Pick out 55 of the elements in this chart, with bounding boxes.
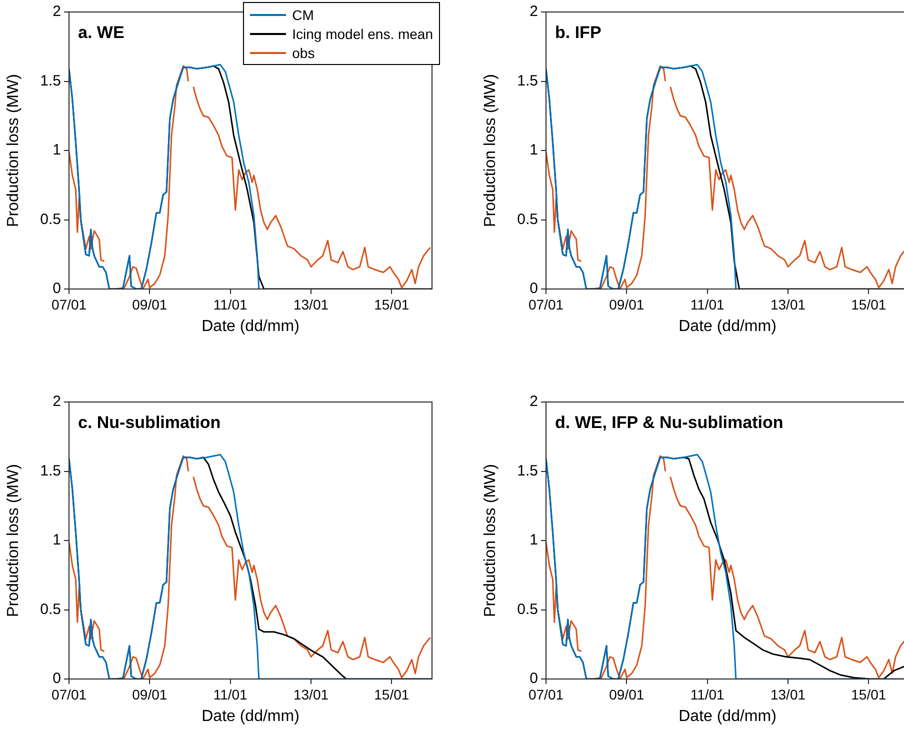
text: b. IFP — [555, 23, 602, 42]
y-axis-title: Production loss (MW) — [482, 464, 500, 617]
x-tick-label: 07/01 — [51, 296, 87, 312]
y-tick-label: 0.5 — [40, 600, 61, 618]
y-tick-label: 0.5 — [517, 210, 538, 228]
x-tick-label: 11/01 — [690, 296, 725, 312]
y-axis-title: Production loss (MW) — [482, 74, 500, 227]
y-tick-label: 2 — [52, 393, 61, 410]
text: d. WE, IFP & Nu-sublimation — [555, 413, 784, 432]
y-tick-label: 0 — [52, 280, 61, 298]
text: a. WE — [78, 23, 124, 42]
y-tick-label: 1 — [52, 532, 61, 549]
x-tick-label: 15/01 — [851, 296, 886, 312]
y-tick-label: 0 — [530, 280, 538, 298]
y-tick-label: 0.5 — [517, 600, 538, 618]
y-tick-label: 1 — [530, 532, 538, 549]
y-tick-label: 2 — [530, 393, 538, 410]
x-tick-label: 15/01 — [374, 296, 410, 312]
x-axis-title: Date (dd/mm) — [678, 708, 776, 725]
x-tick-label: 09/01 — [609, 686, 644, 702]
x-tick-label: 13/01 — [770, 686, 806, 702]
x-tick-label: 13/01 — [770, 296, 806, 312]
x-tick-label: 09/01 — [132, 686, 168, 702]
y-axis-title: Production loss (MW) — [5, 464, 22, 617]
y-tick-label: 1 — [530, 142, 538, 159]
y-tick-label: 0 — [52, 670, 61, 688]
y-tick-label: 0.5 — [40, 210, 61, 228]
legend-label: CM — [292, 6, 314, 22]
x-tick-label: 11/01 — [213, 296, 248, 312]
text: c. Nu-sublimation — [78, 413, 221, 432]
y-tick-label: 2 — [530, 3, 538, 20]
y-tick-label: 2 — [52, 3, 61, 20]
x-tick-label: 11/01 — [690, 686, 725, 702]
x-tick-label: 09/01 — [132, 296, 168, 312]
x-axis-title: Date (dd/mm) — [202, 318, 300, 335]
x-axis-title: Date (dd/mm) — [678, 318, 776, 335]
x-tick-label: 09/01 — [609, 296, 644, 312]
legend-label: obs — [292, 44, 315, 60]
y-tick-label: 1.5 — [517, 72, 538, 90]
x-tick-label: 07/01 — [51, 686, 87, 702]
x-tick-label: 15/01 — [851, 686, 886, 702]
x-tick-label: 15/01 — [374, 686, 410, 702]
x-axis-title: Date (dd/mm) — [202, 708, 300, 725]
x-tick-label: 13/01 — [293, 686, 329, 702]
x-tick-label: 07/01 — [528, 686, 564, 702]
y-axis-title: Production loss (MW) — [5, 74, 22, 227]
y-tick-label: 0 — [530, 670, 538, 688]
x-tick-label: 07/01 — [528, 296, 564, 312]
y-tick-label: 1.5 — [40, 72, 61, 90]
y-tick-label: 1.5 — [40, 462, 61, 480]
legend-label: Icing model ens. mean — [292, 26, 433, 42]
x-tick-label: 11/01 — [213, 686, 248, 702]
x-tick-label: 13/01 — [293, 296, 329, 312]
y-tick-label: 1 — [52, 142, 61, 159]
y-tick-label: 1.5 — [517, 462, 538, 480]
